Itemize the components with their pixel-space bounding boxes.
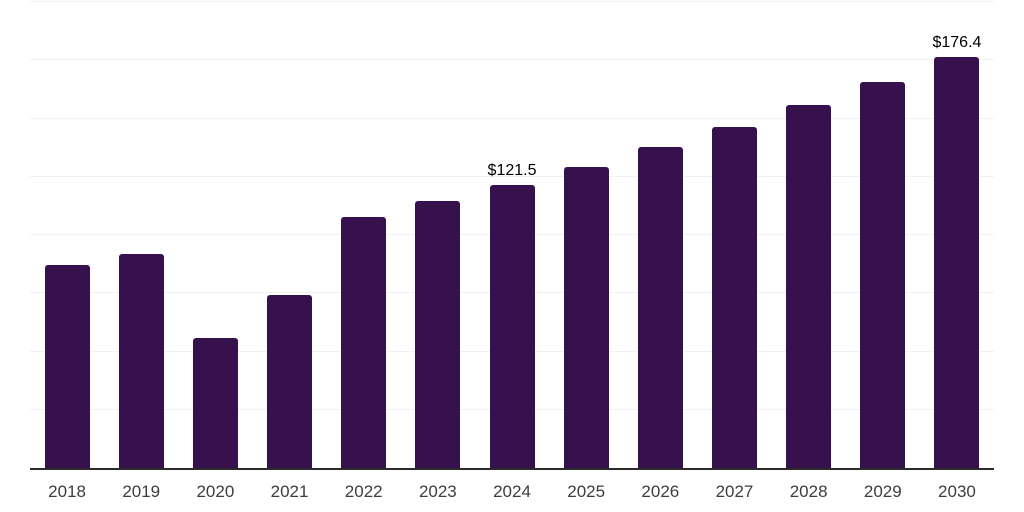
bar-slot-2026 xyxy=(623,2,697,468)
bar-slot-2019 xyxy=(104,2,178,468)
bar-2025 xyxy=(563,166,609,468)
gridline-125 xyxy=(30,175,994,177)
bar-2019 xyxy=(118,253,164,468)
bar-slot-2022 xyxy=(327,2,401,468)
x-axis-line xyxy=(30,468,994,470)
x-tick-label-2019: 2019 xyxy=(122,482,161,501)
bar-slot-2024: $121.5 xyxy=(475,2,549,468)
bar-slot-2021 xyxy=(252,2,326,468)
bar-slot-2029 xyxy=(846,2,920,468)
gridline-150 xyxy=(30,117,994,119)
bar-slot-2023 xyxy=(401,2,475,468)
x-tick-label-2029: 2029 xyxy=(863,482,902,501)
bar-slot-2027 xyxy=(697,2,771,468)
bar-2024: $121.5 xyxy=(488,162,536,468)
bar-2021 xyxy=(267,294,313,468)
x-tick-label-2021: 2021 xyxy=(270,482,309,501)
bars: $121.5 $176.4 xyxy=(30,2,994,468)
plot-area: $121.5 $176.4 xyxy=(30,1,994,470)
x-tick-label-2027: 2027 xyxy=(715,482,754,501)
bar-2020 xyxy=(192,337,238,468)
value-label-2024: $121.5 xyxy=(487,162,537,180)
bar-2027 xyxy=(711,126,757,468)
bar-slot-2030: $176.4 xyxy=(920,2,994,468)
x-axis-labels: 2018 2019 2020 2021 2022 2023 2024 2025 2026 2027… xyxy=(30,482,994,501)
gridline-175 xyxy=(30,59,994,61)
bar-slot-2020 xyxy=(178,2,252,468)
gridline-200 xyxy=(30,1,994,2)
x-tick-label-2022: 2022 xyxy=(344,482,383,501)
x-tick-label-2030: 2030 xyxy=(938,482,976,501)
bar-2023 xyxy=(415,200,461,468)
bar-2028 xyxy=(786,105,832,468)
x-tick-label-2025: 2025 xyxy=(567,482,606,501)
bar-2018 xyxy=(44,264,90,468)
x-tick-label-2028: 2028 xyxy=(789,482,828,501)
x-tick-label-2024: 2024 xyxy=(493,482,531,501)
bar-slot-2025 xyxy=(549,2,623,468)
value-label-2030: $176.4 xyxy=(932,34,982,52)
bar-slot-2018 xyxy=(30,2,104,468)
bar-2029 xyxy=(860,81,906,468)
bar-2030: $176.4 xyxy=(932,34,981,468)
bar-2026 xyxy=(637,147,683,468)
bar-slot-2028 xyxy=(772,2,846,468)
x-tick-label-2026: 2026 xyxy=(641,482,680,501)
x-tick-label-2018: 2018 xyxy=(48,482,86,501)
x-tick-label-2020: 2020 xyxy=(196,482,235,501)
x-tick-label-2023: 2023 xyxy=(418,482,457,501)
bar-2022 xyxy=(341,216,387,468)
